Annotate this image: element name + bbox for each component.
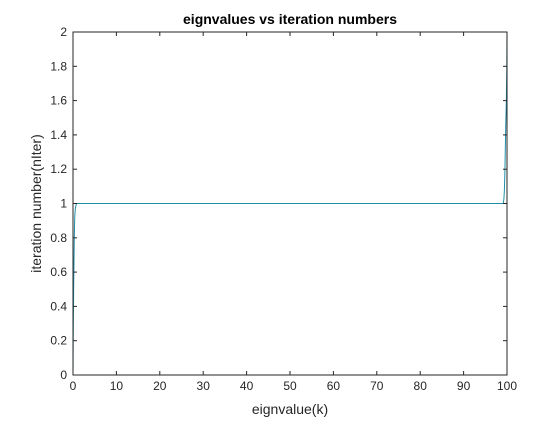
x-tick-label: 10 [110,379,124,393]
y-tick-label: 1.6 [50,94,67,108]
tick-layer: 0 10 20 30 40 50 60 70 80 90 100 0 0.2 0.4 0.6 0.8 1 1.2 1… [50,25,517,393]
x-tick-label: 0 [70,379,77,393]
x-tick-label: 40 [240,379,254,393]
x-tick-label: 20 [153,379,167,393]
x-tick-label: 80 [414,379,428,393]
x-tick-label: 30 [197,379,211,393]
y-tick-label: 2 [60,25,67,39]
series-layer [72,31,508,376]
series-line [72,31,508,376]
y-axis-label: iteration number(nIter) [28,134,44,273]
y-tick-label: 0 [60,368,67,382]
y-tick-label: 0.2 [50,334,67,348]
plot-frame [72,31,508,376]
y-tick-label: 0.4 [50,299,67,313]
x-tick-label: 70 [370,379,384,393]
x-axis-label: eignvalue(k) [252,401,328,417]
y-tick-label: 1.4 [50,128,67,142]
y-tick-label: 0.6 [50,265,67,279]
x-tick-label: 100 [497,379,517,393]
x-tick-label: 50 [283,379,297,393]
x-tick-label: 60 [327,379,341,393]
y-tick-label: 1.2 [50,162,67,176]
y-tick-label: 1.8 [50,59,67,73]
y-tick-label: 1 [60,197,67,211]
x-tick-label: 90 [457,379,471,393]
chart-title: eignvalues vs iteration numbers [183,11,397,27]
y-tick-label: 0.8 [50,231,67,245]
